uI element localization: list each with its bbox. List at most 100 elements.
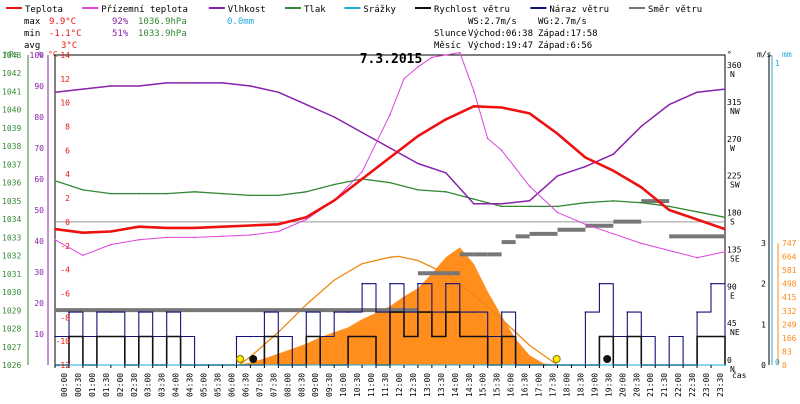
tick-label-dir: 45 <box>727 319 737 328</box>
ground-temp-line-point <box>54 239 56 241</box>
astro-wg: WG:2.7m/s <box>538 17 587 27</box>
ground-temp-line-point <box>82 254 84 257</box>
stats-avg-temp: 3°C <box>61 41 77 51</box>
ground-temp-line-point <box>403 78 405 80</box>
temp-line-point <box>54 228 56 230</box>
legend-label: Směr větru <box>648 5 702 15</box>
wind-line-point <box>445 311 447 313</box>
x-tick-label: 02:00 <box>116 373 125 397</box>
tick-label-hpa: 1030 <box>2 288 21 297</box>
x-tick-label: 18:30 <box>576 373 585 397</box>
wind-line-point <box>696 335 698 338</box>
wind-line-point <box>710 335 712 338</box>
x-tick-label: 13:00 <box>423 373 432 397</box>
pressure-line-point <box>389 181 391 184</box>
tick-label-pct: 70 <box>34 144 44 153</box>
tick-label-pct: 50 <box>34 206 44 215</box>
tick-label-dir: 135 <box>727 245 742 254</box>
tick-label-pct: 30 <box>34 268 44 277</box>
temp-line-point <box>500 106 503 109</box>
temp-line-point <box>249 224 252 227</box>
pressure-line-point <box>110 192 112 195</box>
tick-label-dir-compass: NE <box>730 328 740 337</box>
tick-label-temp: 10 <box>60 99 70 108</box>
pressure-line-point <box>138 192 140 195</box>
ground-temp-line-point <box>486 137 489 140</box>
x-tick-label: 09:30 <box>325 373 334 397</box>
stats-avg-label: avg <box>24 41 40 51</box>
x-tick-label: 21:00 <box>646 373 655 397</box>
pressure-line-point <box>305 191 308 193</box>
stats-panel: max 9.9°C 92% 1036.9hPa 0.0mm min -1.1°C… <box>24 17 254 51</box>
tick-label-dir: 180 <box>727 209 742 218</box>
gust-line-point <box>235 335 238 338</box>
sun-curve <box>238 255 558 366</box>
humidity-line-point <box>110 85 112 87</box>
tick-label-hpa: 1029 <box>2 306 21 315</box>
x-tick-label: 07:00 <box>255 373 264 397</box>
temp-line-point <box>305 216 308 218</box>
tick-label-temp: 2 <box>65 194 70 203</box>
wind-line-point <box>347 335 349 338</box>
wind-line-point <box>403 335 405 338</box>
stats-max-press: 1036.9hPa <box>138 17 187 27</box>
temp-line-point <box>473 105 475 108</box>
stats-min-label: min <box>24 29 40 39</box>
tick-label-hpa: 1034 <box>2 215 21 224</box>
tick-label-hpa: 1028 <box>2 325 21 334</box>
tick-label-hpa: 1037 <box>2 160 21 169</box>
humidity-line-point <box>54 91 56 93</box>
humidity-line-point <box>445 172 447 174</box>
ground-temp-line-point <box>165 236 168 239</box>
gust-line-point <box>710 282 712 285</box>
astro-sun-label: Slunce <box>434 29 467 39</box>
x-tick-label: 17:30 <box>549 373 558 397</box>
gust-line-point <box>68 311 70 313</box>
gust-line-point <box>305 311 308 313</box>
pressure-line-point <box>696 211 698 213</box>
tick-label-dir: 0 <box>727 356 732 365</box>
temp-line-point <box>696 218 698 221</box>
tick-label-hpa: 1043 <box>2 51 21 60</box>
tick-label-wind: 1 <box>761 320 766 329</box>
tick-label-hpa: 1032 <box>2 252 21 261</box>
axis-title-temp: °C <box>48 50 58 59</box>
wind-line-point <box>165 335 168 338</box>
pressure-line-point <box>54 180 56 182</box>
ground-temp-line-point <box>138 239 140 241</box>
x-axis: 00:00 00:30 01:00 01:30 02:00 02:30 03:00 03:30… <box>54 365 747 397</box>
astro-sun-set: Západ:17:58 <box>538 29 598 39</box>
humidity-line-point <box>193 82 196 84</box>
stats-rain: 0.0mm <box>227 17 254 27</box>
wind-line-point <box>500 335 503 338</box>
temp-line-point <box>82 231 84 234</box>
legend-label: Tlak <box>304 5 326 15</box>
tick-label-dir-compass: N <box>730 365 735 374</box>
x-tick-label: 20:00 <box>618 373 627 397</box>
tick-label-hpa: 1038 <box>2 142 21 151</box>
gust-line-point <box>375 311 377 313</box>
x-tick-label: 23:00 <box>702 373 711 397</box>
gust-line-point <box>333 311 336 313</box>
temp-line-point <box>389 156 391 159</box>
axis-title-hpa: hPa <box>4 50 19 59</box>
tick-label-dir-compass: S <box>730 218 735 227</box>
temp-line-point <box>668 209 670 211</box>
gust-line-point <box>500 311 503 313</box>
astro-moon-rise: Východ:19:47 <box>468 41 533 51</box>
ground-temp-line-point <box>110 243 112 246</box>
tick-label-pct: 90 <box>34 82 44 91</box>
pressure-line-point <box>82 189 84 191</box>
pressure-line-point <box>165 192 168 195</box>
astro-panel: WS:2.7m/s WG:2.7m/s Slunce Východ:06:38 … <box>434 17 598 51</box>
axis-title-pct: % <box>38 50 43 59</box>
right-axes: ° m/s mm0N45NE90E135SE180S225SW270W315NW36… <box>727 50 797 374</box>
stats-max-label: max <box>24 17 41 27</box>
x-tick-label: 05:00 <box>200 373 209 397</box>
legend-label: Srážky <box>363 5 396 15</box>
pressure-line-point <box>640 201 643 204</box>
temp-line-point <box>138 225 140 228</box>
pressure-line-point <box>249 194 252 197</box>
